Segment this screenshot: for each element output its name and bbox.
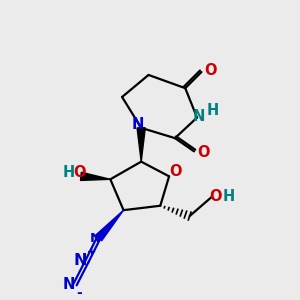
Text: +: +	[87, 247, 96, 257]
Text: H: H	[63, 165, 75, 180]
Text: H: H	[207, 103, 219, 118]
Text: O: O	[209, 189, 221, 204]
Text: O: O	[169, 164, 182, 178]
Text: O: O	[204, 63, 217, 78]
Text: N: N	[131, 117, 144, 132]
Text: O: O	[74, 165, 86, 180]
Polygon shape	[95, 210, 124, 241]
Text: N: N	[62, 277, 75, 292]
Text: O: O	[197, 145, 210, 160]
Text: N: N	[192, 109, 205, 124]
Text: N: N	[74, 253, 87, 268]
Polygon shape	[137, 128, 145, 162]
Text: H: H	[223, 189, 235, 204]
Text: N: N	[90, 232, 101, 244]
Text: -: -	[76, 286, 82, 300]
Polygon shape	[80, 172, 110, 180]
